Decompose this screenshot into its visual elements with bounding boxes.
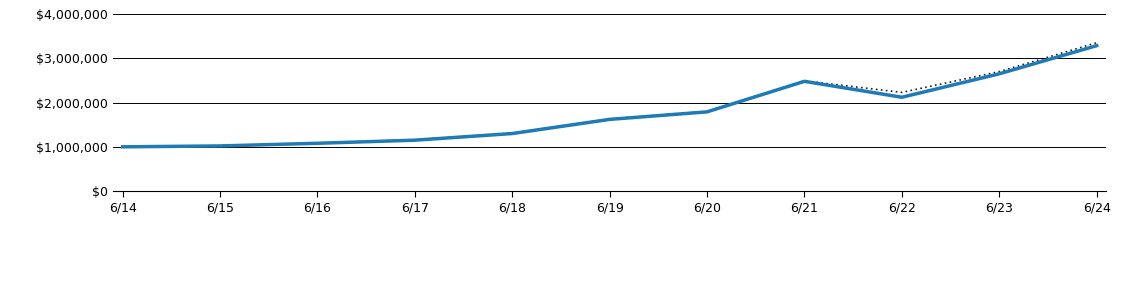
JPMorgan Equity Index Fund - Class I Shares: $3,285,770: (2, 1.08e+06): $3,285,770: (2, 1.08e+06) xyxy=(310,142,324,145)
JPMorgan Equity Index Fund - Class I Shares: $3,285,770: (6, 1.79e+06): $3,285,770: (6, 1.79e+06) xyxy=(700,110,714,114)
JPMorgan Equity Index Fund - Class I Shares: $3,285,770: (9, 2.65e+06): $3,285,770: (9, 2.65e+06) xyxy=(992,72,1006,76)
S&P 500 Index: $3,352,064: (6, 1.8e+06): $3,352,064: (6, 1.8e+06) xyxy=(700,110,714,113)
S&P 500 Index: $3,352,064: (3, 1.16e+06): $3,352,064: (3, 1.16e+06) xyxy=(408,138,421,141)
JPMorgan Equity Index Fund - Class I Shares: $3,285,770: (4, 1.3e+06): $3,285,770: (4, 1.3e+06) xyxy=(506,132,519,135)
S&P 500 Index: $3,352,064: (9, 2.7e+06): $3,352,064: (9, 2.7e+06) xyxy=(992,70,1006,73)
JPMorgan Equity Index Fund - Class I Shares: $3,285,770: (1, 1.02e+06): $3,285,770: (1, 1.02e+06) xyxy=(213,144,227,148)
S&P 500 Index: $3,352,064: (2, 1.08e+06): $3,352,064: (2, 1.08e+06) xyxy=(310,141,324,145)
S&P 500 Index: $3,352,064: (1, 1.02e+06): $3,352,064: (1, 1.02e+06) xyxy=(213,144,227,148)
JPMorgan Equity Index Fund - Class I Shares: $3,285,770: (0, 1e+06): $3,285,770: (0, 1e+06) xyxy=(116,145,130,148)
JPMorgan Equity Index Fund - Class I Shares: $3,285,770: (10, 3.29e+06): $3,285,770: (10, 3.29e+06) xyxy=(1089,44,1103,47)
Line: JPMorgan Equity Index Fund - Class I Shares: $3,285,770: JPMorgan Equity Index Fund - Class I Sha… xyxy=(123,46,1096,147)
S&P 500 Index: $3,352,064: (4, 1.31e+06): $3,352,064: (4, 1.31e+06) xyxy=(506,132,519,135)
Line: S&P 500 Index: $3,352,064: S&P 500 Index: $3,352,064 xyxy=(123,43,1096,147)
JPMorgan Equity Index Fund - Class I Shares: $3,285,770: (5, 1.62e+06): $3,285,770: (5, 1.62e+06) xyxy=(603,118,616,121)
S&P 500 Index: $3,352,064: (8, 2.23e+06): $3,352,064: (8, 2.23e+06) xyxy=(895,91,909,94)
S&P 500 Index: $3,352,064: (0, 1e+06): $3,352,064: (0, 1e+06) xyxy=(116,145,130,148)
S&P 500 Index: $3,352,064: (10, 3.35e+06): $3,352,064: (10, 3.35e+06) xyxy=(1089,41,1103,44)
S&P 500 Index: $3,352,064: (7, 2.49e+06): $3,352,064: (7, 2.49e+06) xyxy=(798,79,812,83)
JPMorgan Equity Index Fund - Class I Shares: $3,285,770: (8, 2.12e+06): $3,285,770: (8, 2.12e+06) xyxy=(895,96,909,99)
JPMorgan Equity Index Fund - Class I Shares: $3,285,770: (3, 1.15e+06): $3,285,770: (3, 1.15e+06) xyxy=(408,139,421,142)
S&P 500 Index: $3,352,064: (5, 1.63e+06): $3,352,064: (5, 1.63e+06) xyxy=(603,117,616,121)
JPMorgan Equity Index Fund - Class I Shares: $3,285,770: (7, 2.48e+06): $3,285,770: (7, 2.48e+06) xyxy=(798,80,812,83)
